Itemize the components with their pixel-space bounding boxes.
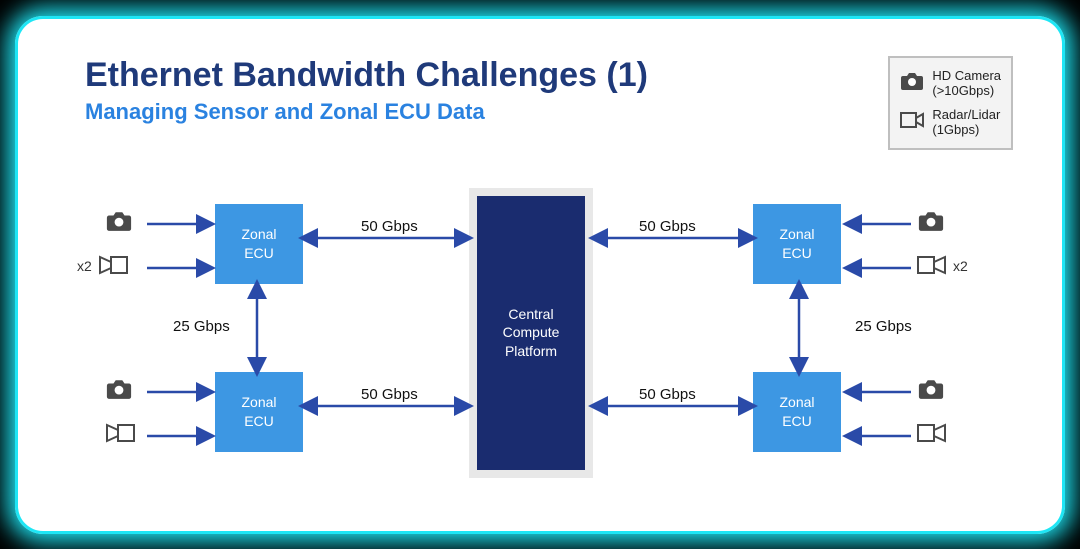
camera-icon [917, 378, 945, 403]
camera-icon [900, 71, 924, 95]
radar-icon [105, 422, 135, 447]
legend-camera-label: HD Camera (>10Gbps) [932, 68, 1001, 99]
slide-frame: Ethernet Bandwidth Challenges (1) Managi… [15, 16, 1065, 534]
legend-radar-row: Radar/Lidar (1Gbps) [900, 103, 1001, 142]
legend-camera-text: HD Camera [932, 68, 1001, 83]
camera-sensor [917, 210, 945, 235]
camera-sensor [917, 378, 945, 403]
radar-icon [917, 254, 947, 279]
radar-sensor: x2 [77, 254, 128, 279]
camera-icon [105, 378, 133, 403]
radar-sensor: x2 [917, 254, 968, 279]
legend-radar-label: Radar/Lidar (1Gbps) [932, 107, 1000, 138]
radar-icon [917, 422, 947, 447]
sensor-multiplier: x2 [953, 258, 968, 274]
radar-sensor [105, 422, 135, 447]
legend-camera-sub: (>10Gbps) [932, 83, 994, 98]
page-subtitle: Managing Sensor and Zonal ECU Data [85, 99, 1005, 125]
legend-camera-row: HD Camera (>10Gbps) [900, 64, 1001, 103]
page-title: Ethernet Bandwidth Challenges (1) [85, 56, 1005, 95]
camera-icon [105, 210, 133, 235]
camera-sensor [105, 210, 133, 235]
sensor-multiplier: x2 [77, 258, 92, 274]
radar-icon [900, 110, 924, 134]
radar-icon [98, 254, 128, 279]
legend-box: HD Camera (>10Gbps) Radar/Lidar (1Gbps) [888, 56, 1013, 150]
camera-icon [917, 210, 945, 235]
camera-sensor [105, 378, 133, 403]
legend-radar-text: Radar/Lidar [932, 107, 1000, 122]
legend-radar-sub: (1Gbps) [932, 122, 979, 137]
network-diagram: CentralComputePlatformZonalECUZonalECUZo… [85, 176, 1013, 504]
radar-sensor [917, 422, 947, 447]
